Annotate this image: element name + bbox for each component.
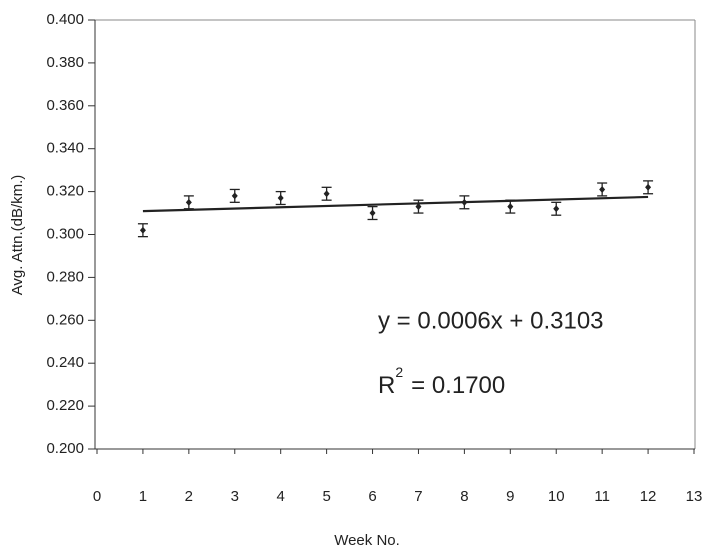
point	[324, 190, 330, 197]
chart: Avg. Attn.(dB/km.) Week No. y = 0.0006x …	[0, 0, 703, 552]
r-squared-value: = 0.1700	[411, 372, 505, 399]
point	[553, 205, 559, 212]
x-tick-label: 6	[368, 488, 376, 505]
point	[645, 184, 651, 191]
y-tick-label: 0.220	[46, 397, 84, 414]
point	[186, 199, 192, 206]
point	[232, 192, 238, 199]
x-tick-label: 3	[231, 488, 239, 505]
y-tick-label: 0.320	[46, 183, 84, 200]
y-tick-label: 0.260	[46, 311, 84, 328]
x-tick-label: 11	[594, 488, 610, 505]
x-tick-label: 10	[548, 488, 565, 505]
trendline	[143, 197, 648, 211]
x-tick-label: 2	[185, 488, 193, 505]
r-squared-symbol: R	[378, 372, 395, 399]
x-tick-label: 12	[640, 488, 657, 505]
y-tick-label: 0.400	[46, 11, 84, 28]
y-tick-label: 0.300	[46, 225, 84, 242]
y-tick-label: 0.240	[46, 354, 84, 371]
x-tick-label: 7	[414, 488, 422, 505]
y-tick-label: 0.380	[46, 54, 84, 71]
r-squared: R2 = 0.1700	[378, 364, 505, 400]
x-tick-label: 9	[506, 488, 514, 505]
point	[140, 227, 146, 234]
x-tick-label: 8	[460, 488, 468, 505]
x-tick-label: 5	[322, 488, 330, 505]
equation: y = 0.0006x + 0.3103	[378, 307, 604, 334]
x-axis-title: Week No.	[334, 532, 400, 549]
y-tick-label: 0.280	[46, 268, 84, 285]
point	[370, 210, 376, 217]
y-axis-title: Avg. Attn.(dB/km.)	[9, 175, 26, 296]
x-tick-label: 0	[93, 488, 101, 505]
point	[278, 195, 284, 202]
y-tick-label: 0.360	[46, 97, 84, 114]
point	[599, 186, 605, 193]
x-tick-label: 13	[686, 488, 703, 505]
x-tick-label: 1	[139, 488, 147, 505]
point	[507, 203, 513, 210]
r-squared-sup: 2	[395, 364, 403, 380]
x-tick-label: 4	[277, 488, 285, 505]
y-tick-label: 0.340	[46, 140, 84, 157]
y-tick-label: 0.200	[46, 440, 84, 457]
